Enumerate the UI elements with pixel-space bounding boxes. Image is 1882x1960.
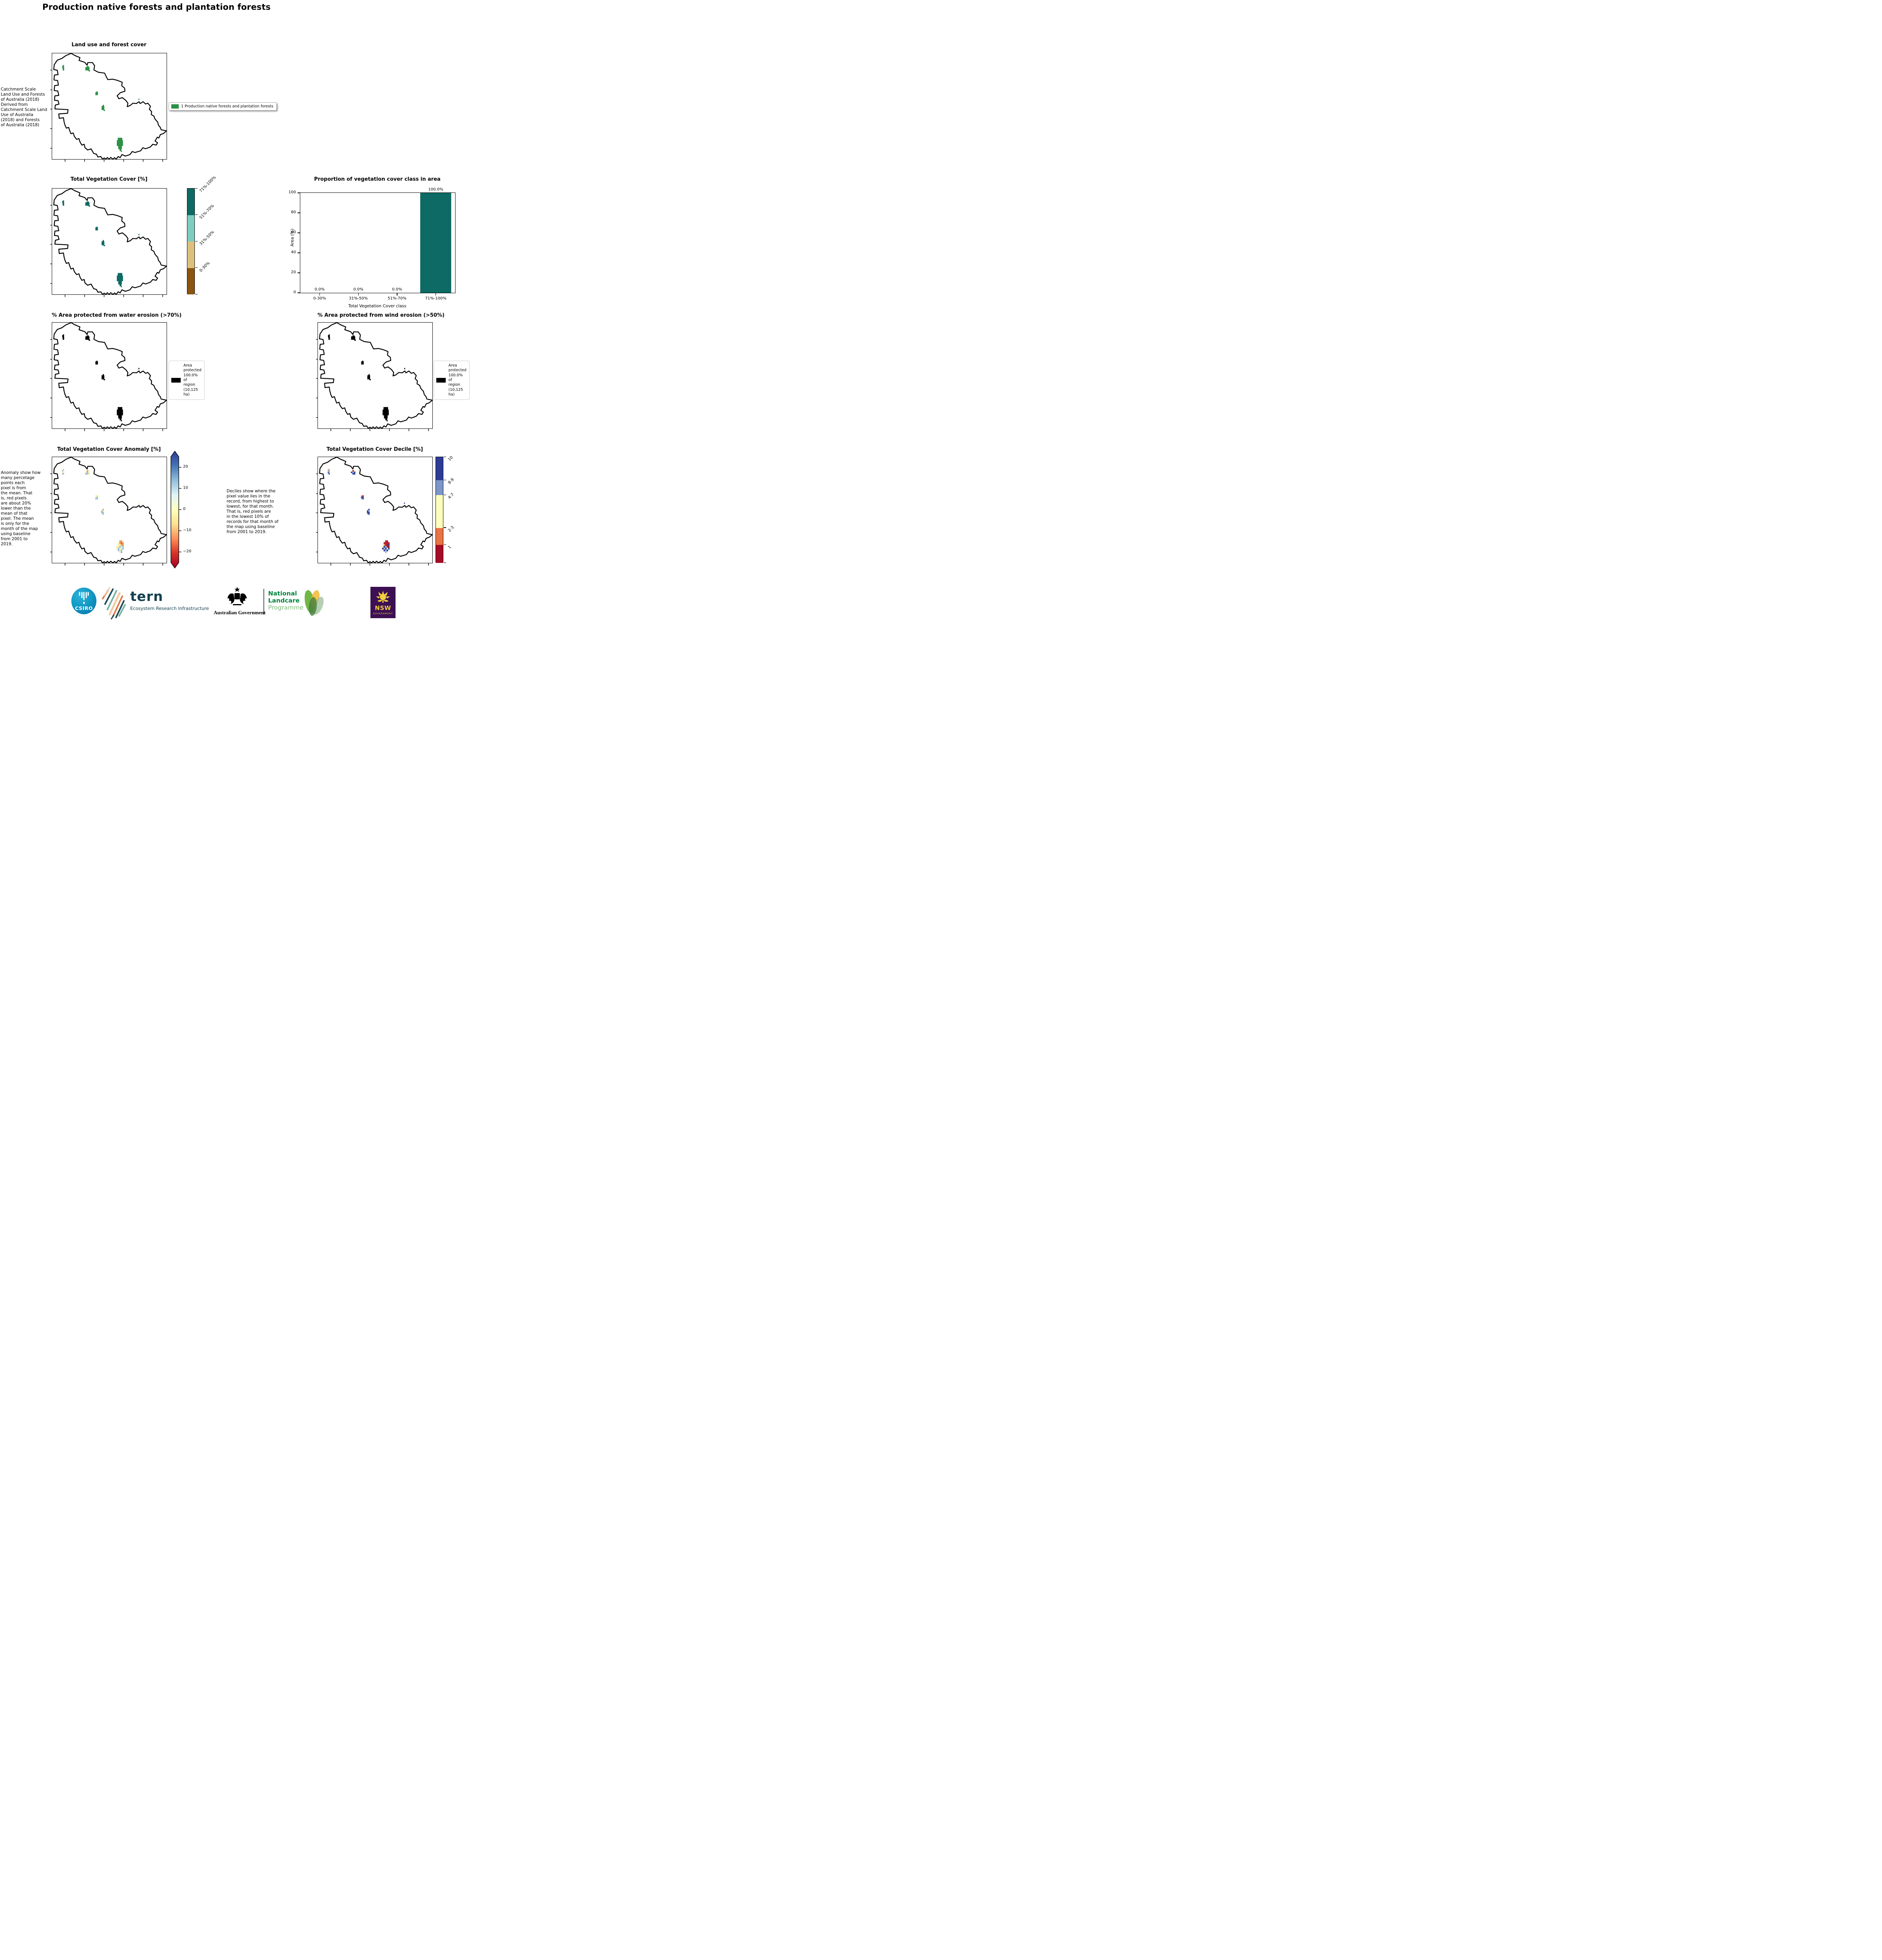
barchart-value-label: 0.0% <box>353 287 363 292</box>
tern-logo-label: tern <box>130 589 163 604</box>
decile-title: Total Vegetation Cover Decile [%] <box>327 446 423 452</box>
anomaly-colorbar-label: 0 <box>183 507 186 511</box>
report-page: Production native forests and plantation… <box>0 0 470 619</box>
anomaly-colorbar-label: −20 <box>183 549 192 554</box>
decile-explainer-note: Deciles show where the pixel value lies … <box>227 489 279 535</box>
wind-erosion-map-canvas <box>316 322 433 431</box>
australian-government-logo: Australian Government <box>214 587 266 616</box>
water-erosion-legend: Area protected 100.0% of region (10,125 … <box>169 361 205 400</box>
nsw-logo-label: NSW <box>375 604 391 612</box>
decile-colorbar-segment <box>436 495 443 528</box>
barchart-ytick-label: 80 <box>291 210 296 214</box>
barchart-value-label: 0.0% <box>392 287 402 292</box>
vegcover-colorbar-label: 51%-70% <box>199 203 215 220</box>
decile-map <box>316 456 433 566</box>
water-erosion-legend-swatch <box>171 378 181 383</box>
decile-map-canvas <box>316 456 433 566</box>
landuse-map <box>50 53 167 162</box>
landuse-map-canvas <box>50 53 167 162</box>
barchart-ytick-label: 40 <box>291 250 296 254</box>
vegcover-colorbar-segment <box>187 215 194 241</box>
wind-erosion-title: % Area protected from wind erosion (>50%… <box>318 312 445 318</box>
barchart-bar <box>420 193 452 293</box>
csiro-dot-icon <box>83 602 85 604</box>
barchart-xtick-label: 0-30% <box>313 296 326 301</box>
anomaly-colorbar-label: 10 <box>183 486 188 490</box>
decile-colorbar-label: 2-3 <box>447 525 455 533</box>
vegcover-map-canvas <box>50 188 167 297</box>
decile-colorbar: 10 8-9 4-7 2-3 1 <box>436 456 455 563</box>
nsw-government-logo: NSW GOVERNMENT <box>370 587 396 618</box>
vegcover-title: Total Vegetation Cover [%] <box>70 176 148 182</box>
footer-divider <box>263 589 264 615</box>
australian-government-label: Australian Government <box>214 610 266 615</box>
wind-erosion-map <box>316 322 433 431</box>
decile-colorbar-label: 1 <box>447 545 452 550</box>
anomaly-map-canvas <box>50 456 167 566</box>
nsw-waratah-icon <box>376 591 390 603</box>
water-erosion-legend-label: Area protected 100.0% of region (10,125 … <box>183 363 201 397</box>
barchart-xlabel: Total Vegetation Cover class <box>348 304 407 309</box>
landuse-title: Land use and forest cover <box>71 42 147 48</box>
landuse-legend: 1 Production native forests and plantati… <box>169 102 277 111</box>
csiro-logo-circle: CSIRO <box>71 588 96 614</box>
page-title: Production native forests and plantation… <box>42 2 271 12</box>
vegcover-colorbar-segment <box>187 268 194 294</box>
decile-colorbar-segment <box>436 457 443 481</box>
barchart-xtick-label: 51%-70% <box>387 296 407 301</box>
vegcover-colorbar-label: 71%-100% <box>199 175 217 194</box>
decile-colorbar-label: 8-9 <box>447 477 455 485</box>
barchart-ytick-label: 100 <box>288 190 296 194</box>
water-erosion-title: % Area protected from water erosion (>70… <box>52 312 182 318</box>
landcare-line2: Landcare <box>268 597 300 604</box>
vegcover-map <box>50 188 167 297</box>
wind-erosion-legend-swatch <box>436 378 446 383</box>
anomaly-colorbar: 20 10 0 −10 −20 <box>171 450 194 569</box>
barchart-ytick-label: 60 <box>291 230 296 234</box>
landcare-leaves-icon <box>301 587 326 619</box>
vegcover-colorbar-label: 31%-50% <box>199 230 215 247</box>
landuse-legend-swatch <box>171 104 179 109</box>
anomaly-colorbar-label: 20 <box>183 465 188 469</box>
wind-erosion-legend: Area protected 100.0% of region (10,125 … <box>434 361 470 400</box>
barchart-title: Proportion of vegetation cover class in … <box>314 176 441 182</box>
vegcover-colorbar-label: 0-30% <box>199 261 211 273</box>
landcare-line3: Programme <box>268 604 304 611</box>
tern-australia-icon <box>98 587 128 619</box>
anomaly-map <box>50 456 167 566</box>
landuse-legend-label: 1 Production native forests and plantati… <box>181 104 274 109</box>
decile-colorbar-segment <box>436 480 443 495</box>
tern-logo: tern Ecosystem Research Infrastructure <box>130 590 209 611</box>
landcare-line1: National <box>268 590 297 597</box>
anomaly-colorbar-label: −10 <box>183 528 192 532</box>
anomaly-explainer-note: Anomaly show how many percetage points e… <box>1 470 41 547</box>
decile-colorbar-segment <box>436 545 443 563</box>
barchart-xtick-label: 31%-50% <box>349 296 368 301</box>
barchart-ytick-label: 0 <box>293 290 296 294</box>
tern-logo-subtitle: Ecosystem Research Infrastructure <box>130 606 209 611</box>
wind-erosion-legend-label: Area protected 100.0% of region (10,125 … <box>448 363 466 397</box>
vegcover-colorbar-segment <box>187 189 194 215</box>
barchart-ylabel: Area (%) <box>290 229 295 247</box>
decile-colorbar-label: 4-7 <box>447 492 455 500</box>
vegcover-colorbar: 71%-100% 51%-70% 31%-50% 0-30% <box>187 175 217 294</box>
national-landcare-logo: National Landcare Programme <box>268 590 303 611</box>
csiro-logo: CSIRO <box>71 588 96 614</box>
nsw-logo-sublabel: GOVERNMENT <box>373 613 393 615</box>
water-erosion-map <box>50 322 167 431</box>
anomaly-title: Total Vegetation Cover Anomaly [%] <box>57 446 161 452</box>
decile-colorbar-label: 10 <box>447 455 454 462</box>
barchart-value-label: 100.0% <box>428 187 443 192</box>
water-erosion-map-canvas <box>50 322 167 431</box>
decile-colorbar-segment <box>436 528 443 545</box>
barchart-xtick-label: 71%-100% <box>425 296 446 301</box>
vegcover-colorbar-segment <box>187 241 194 268</box>
csiro-logo-label: CSIRO <box>75 605 93 611</box>
csiro-soundwave-icon <box>79 592 89 600</box>
barchart-value-label: 0.0% <box>314 287 325 292</box>
australian-coat-of-arms-icon <box>227 587 247 605</box>
barchart-ytick-label: 20 <box>291 270 296 274</box>
landuse-source-note: Catchment Scale Land Use and Forests of … <box>1 87 47 128</box>
proportion-bar-chart: 0 20 40 60 80 100 0-30% 0.0% 31%-50% 0.0% 51%-70% 0… <box>289 187 456 301</box>
